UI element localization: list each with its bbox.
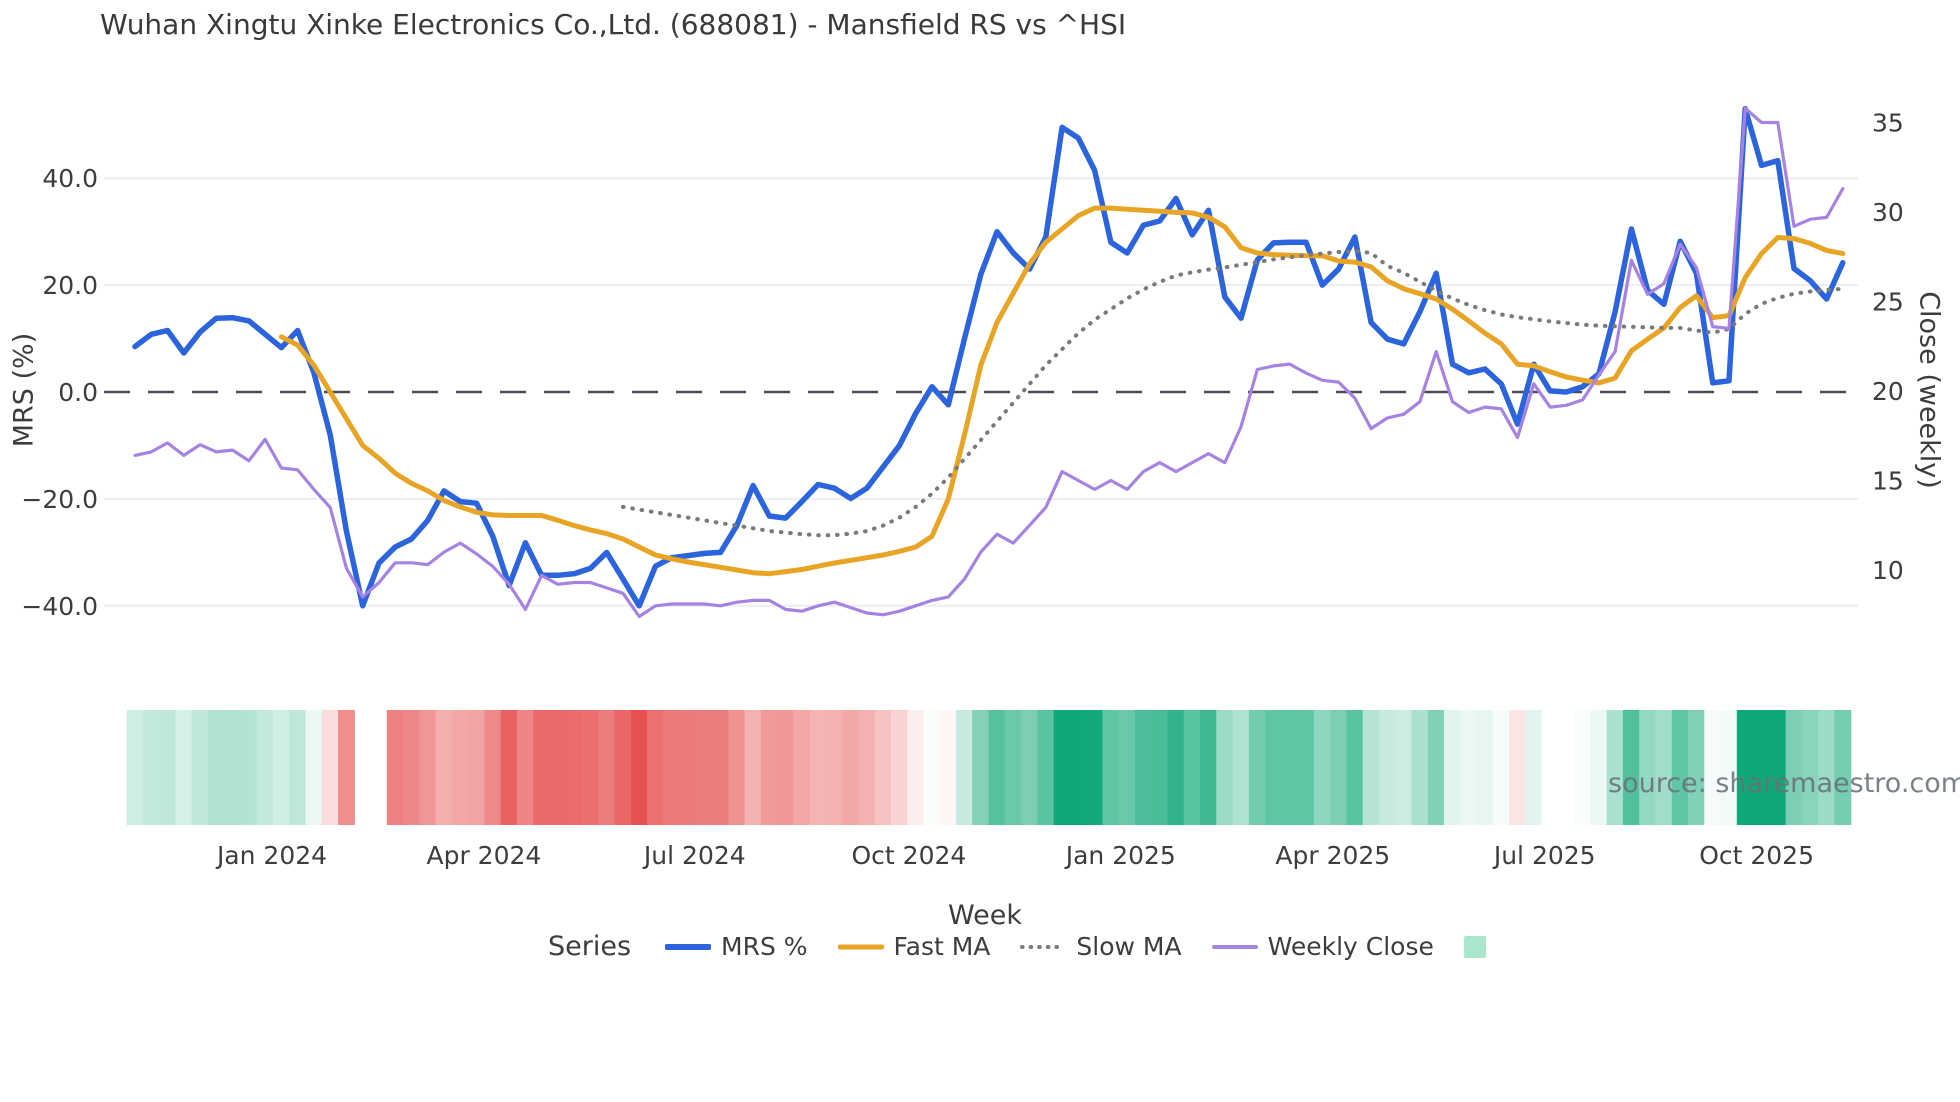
x-tick-label: Apr 2025 xyxy=(1275,841,1390,870)
legend-line-swatch xyxy=(837,944,884,949)
legend-items: MRS % Fast MA Slow MA Weekly Close xyxy=(665,932,1486,961)
series-slow-ma xyxy=(621,248,1845,538)
right-tick-label: 35 xyxy=(1872,109,1904,138)
chart-legend: Series MRS % Fast MA Slow MA Weekly Close xyxy=(548,931,1486,962)
right-tick-label: 30 xyxy=(1872,198,1904,227)
series-weekly-close xyxy=(133,106,1845,619)
page-title: Wuhan Xingtu Xinke Electronics Co.,Ltd. … xyxy=(100,8,1127,41)
legend-item-heat-swatch[interactable] xyxy=(1463,935,1486,958)
legend-item-label: Slow MA xyxy=(1076,932,1182,961)
right-tick-label: 10 xyxy=(1872,556,1904,585)
x-tick-label: Oct 2025 xyxy=(1699,841,1814,870)
legend-item-label: Weekly Close xyxy=(1267,932,1434,961)
heat-strip xyxy=(126,710,1852,825)
left-tick-label: −40.0 xyxy=(21,592,98,621)
source-watermark: source: sharemaestro.com xyxy=(1608,768,1960,799)
legend-line-swatch xyxy=(1211,944,1258,949)
legend-item-weekly-close[interactable]: Weekly Close xyxy=(1211,932,1434,961)
x-tick-label: Jan 2024 xyxy=(215,841,327,870)
x-tick-label: Jul 2025 xyxy=(1492,841,1596,870)
legend-line-swatch xyxy=(665,943,712,950)
legend-item-fast-ma[interactable]: Fast MA xyxy=(837,932,991,961)
heatmap-legend-swatch xyxy=(1463,935,1486,958)
series-mrs- xyxy=(132,105,1846,609)
left-tick-label: 40.0 xyxy=(42,164,98,193)
legend-item-label: Fast MA xyxy=(893,932,991,961)
x-tick-label: Oct 2024 xyxy=(852,841,967,870)
x-tick-label: Jan 2025 xyxy=(1064,841,1176,870)
gridlines xyxy=(104,177,1858,607)
left-axis-title: MRS (%) xyxy=(8,332,40,448)
legend-item-label: MRS % xyxy=(721,932,808,961)
legend-item-slow-ma[interactable]: Slow MA xyxy=(1020,932,1182,961)
x-tick-label: Jul 2024 xyxy=(642,841,746,870)
series-fast-ma xyxy=(278,205,1846,577)
right-tick-label: 25 xyxy=(1872,288,1904,317)
right-tick-label: 20 xyxy=(1872,377,1904,406)
left-tick-label: 20.0 xyxy=(42,271,98,300)
right-tick-label: 15 xyxy=(1872,467,1904,496)
axis-ticks: 40.0 20.0 0.0 −20.0 −40.0 35 30 25 20 15 10 Jan 202… xyxy=(21,109,1903,871)
legend-line-swatch xyxy=(1020,944,1067,949)
left-tick-label: −20.0 xyxy=(21,485,98,514)
left-tick-label: 0.0 xyxy=(58,378,98,407)
legend-title: Series xyxy=(548,931,632,962)
x-tick-label: Apr 2024 xyxy=(426,841,541,870)
legend-item-mrs-[interactable]: MRS % xyxy=(665,932,808,961)
x-axis-title: Week xyxy=(948,900,1022,931)
right-axis-title: Close (weekly) xyxy=(1913,291,1945,489)
